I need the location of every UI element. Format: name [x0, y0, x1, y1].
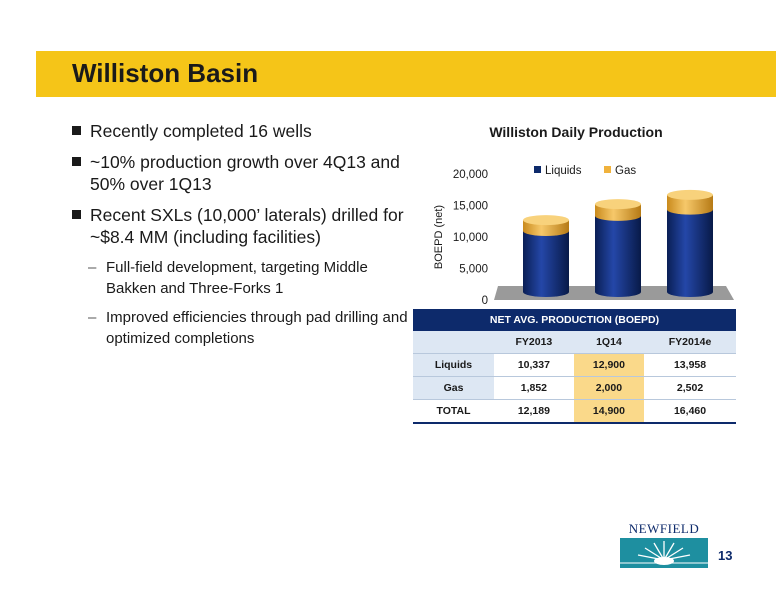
y-tick-label: 20,000	[453, 169, 488, 181]
table-cell: 14,900	[573, 399, 645, 424]
bar-segment	[595, 204, 641, 216]
table-cell: 13,958	[644, 353, 736, 377]
bar-segment-base	[667, 204, 713, 215]
bar-top-cap	[523, 215, 569, 226]
column-header: FY2013	[493, 331, 574, 354]
logo-text: NEWFIELD	[628, 521, 700, 536]
legend-swatch	[604, 166, 611, 173]
bar-segment	[523, 231, 569, 292]
table-title: NET AVG. PRODUCTION (BOEPD)	[413, 309, 736, 331]
dash-icon: –	[88, 259, 97, 276]
bullet-item: ~10% production growth over 4Q13 and 50%…	[72, 151, 412, 195]
table-row: Gas 1,852 2,000 2,502	[413, 376, 736, 400]
page-title: Williston Basin	[72, 58, 259, 88]
bar-segment-base	[523, 226, 569, 237]
title-bar: Williston Basin	[36, 51, 776, 97]
table-cell: 1,852	[493, 376, 574, 400]
bar-segment	[595, 215, 641, 292]
bar-segment-base	[667, 287, 713, 297]
bullet-text: Recently completed 16 wells	[90, 121, 312, 141]
bar-top-cap	[667, 189, 713, 200]
production-chart: Williston Daily Production 0 5,000 10,000 1…	[416, 118, 736, 313]
y-tick-label: 15,000	[453, 201, 488, 213]
column-header: 1Q14	[573, 331, 645, 354]
table-cell: 16,460	[644, 399, 736, 424]
table-row: TOTAL 12,189 14,900 16,460	[413, 399, 736, 424]
chart-layer: 0 5,000 10,000 15,000 20,000 BOEPD (net) Liqui…	[433, 165, 734, 307]
bullet-text: ~10% production growth over 4Q13 and 50%…	[90, 152, 400, 194]
table-row: Liquids 10,337 12,900 13,958	[413, 353, 736, 377]
legend-swatch	[534, 166, 541, 173]
bar-segment-base	[595, 287, 641, 297]
table-cell: 12,900	[573, 353, 645, 377]
square-bullet-icon	[72, 126, 81, 135]
column-header: FY2014e	[644, 331, 736, 354]
bar-segment-base	[523, 287, 569, 297]
square-bullet-icon	[72, 157, 81, 166]
bullet-item: Recent SXLs (10,000’ laterals) drilled f…	[72, 204, 412, 248]
table-corner-cell	[413, 331, 494, 354]
bullet-text: Recent SXLs (10,000’ laterals) drilled f…	[90, 205, 404, 247]
table-header-row: FY2013 1Q14 FY2014e	[413, 331, 736, 354]
table-cell: 2,000	[573, 376, 645, 400]
legend-label: Gas	[615, 165, 636, 177]
chart-title: Williston Daily Production	[489, 124, 663, 140]
sub-bullet-text: Improved efficiencies through pad drilli…	[106, 309, 408, 347]
bullet-list: Recently completed 16 wells ~10% product…	[72, 120, 412, 357]
bar-segment	[667, 209, 713, 292]
row-label: Liquids	[413, 353, 494, 377]
row-label: Gas	[413, 376, 494, 400]
table-cell: 12,189	[493, 399, 574, 424]
production-table: NET AVG. PRODUCTION (BOEPD) FY2013 1Q14 …	[413, 309, 736, 424]
page-number: 13	[718, 548, 733, 563]
legend-label: Liquids	[545, 165, 582, 177]
sub-bullet-item: – Improved efficiencies through pad drill…	[72, 307, 412, 349]
bullet-item: Recently completed 16 wells	[72, 120, 412, 142]
newfield-logo: NEWFIELD	[618, 521, 710, 569]
chart-canvas: 0 5,000 10,000 15,000 20,000 BOEPD (net) Liqui…	[433, 165, 734, 307]
y-tick-label: 0	[482, 295, 488, 307]
y-tick-label: 10,000	[453, 232, 488, 244]
sub-bullet-text: Full-field development, targeting Middle…	[106, 259, 368, 297]
row-label: TOTAL	[413, 399, 494, 424]
table-cell: 2,502	[644, 376, 736, 400]
sub-bullet-item: – Full-field development, targeting Middl…	[72, 257, 412, 299]
production-table-wrap: NET AVG. PRODUCTION (BOEPD) FY2013 1Q14 …	[413, 309, 736, 424]
square-bullet-icon	[72, 210, 81, 219]
bar-top-cap	[595, 199, 641, 210]
table-cell: 10,337	[493, 353, 574, 377]
bar-segment	[523, 220, 569, 232]
sunburst-icon	[620, 538, 708, 568]
dash-icon: –	[88, 309, 97, 326]
bar-segment-base	[595, 210, 641, 221]
y-axis-label: BOEPD (net)	[433, 205, 445, 269]
y-tick-label: 5,000	[459, 264, 488, 276]
